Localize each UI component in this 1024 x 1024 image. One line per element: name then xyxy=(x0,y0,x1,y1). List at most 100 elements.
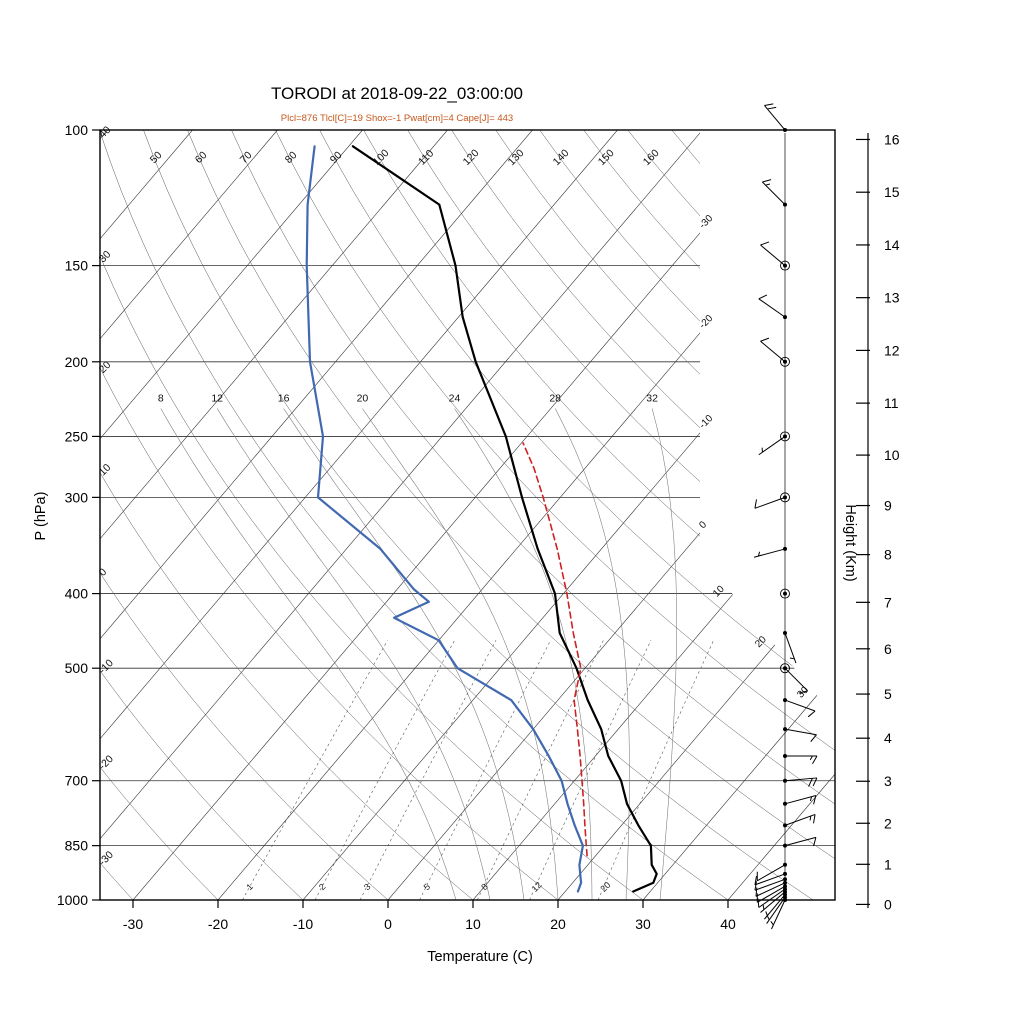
dry-adiabat-line xyxy=(100,130,580,900)
height-tick-label: 7 xyxy=(884,594,892,610)
wind-level-circle xyxy=(780,431,790,442)
height-tick-label: 14 xyxy=(884,237,900,253)
mixing-ratio-label: 1 xyxy=(244,882,255,893)
barb-full xyxy=(760,337,770,342)
barb-full xyxy=(807,710,816,718)
moist-adiabat-label: 16 xyxy=(278,393,290,405)
barb-full xyxy=(813,795,817,805)
wind-barb xyxy=(783,698,816,718)
mixing-ratio-label: 3 xyxy=(362,882,373,893)
isotherm-line xyxy=(217,130,835,900)
dry-adiabat-label: 80 xyxy=(283,149,300,166)
barb-full xyxy=(813,837,817,847)
moist-adiabat-label: 12 xyxy=(211,393,223,405)
pressure-tick-label: 300 xyxy=(65,489,89,505)
wind-barb xyxy=(756,884,787,903)
barb-staff xyxy=(784,777,817,782)
isotherm-line xyxy=(100,130,533,900)
moist-adiabat-label: 32 xyxy=(646,393,658,405)
barb-staff xyxy=(784,699,816,712)
isotherm-label: -20 xyxy=(697,313,715,331)
temperature-tick-label: -30 xyxy=(123,916,143,932)
dry-adiabat-line xyxy=(100,130,752,900)
height-tick-label: 6 xyxy=(884,641,892,657)
barb-staff xyxy=(754,878,786,891)
barb-staff xyxy=(758,298,786,318)
dry-adiabat-line xyxy=(209,130,835,900)
barb-half xyxy=(770,920,774,926)
barb-full xyxy=(767,106,777,110)
pressure-tick-label: 400 xyxy=(65,586,89,602)
isotherm-line xyxy=(100,130,618,900)
barb-staff xyxy=(764,894,786,920)
isotherm-line xyxy=(100,130,278,900)
barb-staff xyxy=(760,891,786,913)
barb-full xyxy=(764,103,774,106)
pressure-tick-label: 700 xyxy=(65,773,89,789)
barb-staff xyxy=(784,632,797,664)
barb-staff xyxy=(784,667,808,692)
mixing-ratio-label: 12 xyxy=(530,880,544,894)
wind-barb xyxy=(783,836,817,848)
plot-frame xyxy=(99,129,836,901)
dry-adiabat-line xyxy=(513,130,835,900)
isotherm-line xyxy=(302,130,835,900)
dry-adiabat-label: 130 xyxy=(506,147,527,168)
height-tick-label: 1 xyxy=(884,856,892,872)
temperature-tick-label: 0 xyxy=(384,916,392,932)
barb-full xyxy=(758,294,768,300)
barb-full xyxy=(813,814,816,824)
mixing-ratio-label: 5 xyxy=(422,882,433,893)
wind-level-circle xyxy=(780,260,790,271)
isotherm-line xyxy=(100,130,108,900)
barb-staff xyxy=(784,836,817,847)
wind-barb xyxy=(764,103,787,132)
dry-adiabat-line xyxy=(171,130,835,900)
wind-barb xyxy=(783,727,817,742)
isotherm-label: -30 xyxy=(697,213,715,231)
height-tick-label: 0 xyxy=(884,896,892,912)
dry-adiabat-line xyxy=(285,130,835,900)
barb-half xyxy=(809,755,813,761)
barb-staff xyxy=(784,795,817,805)
height-tick-label: 2 xyxy=(884,815,892,831)
height-tick-label: 10 xyxy=(884,447,900,463)
wind-barb xyxy=(758,431,790,456)
height-tick-label: 3 xyxy=(884,773,892,789)
height-tick-label: 5 xyxy=(884,686,892,702)
mixing-ratio-label: 2 xyxy=(317,882,328,893)
pressure-tick-label: 150 xyxy=(65,258,89,274)
wind-barb xyxy=(754,492,790,509)
barb-full xyxy=(808,778,813,787)
mixing-ratio-line xyxy=(597,640,714,900)
wind-barb xyxy=(753,546,787,558)
wind-barb xyxy=(783,795,817,806)
mixing-ratio-line xyxy=(242,640,388,900)
temperature-curve xyxy=(351,145,658,893)
wind-level-circle xyxy=(780,588,790,599)
mixing-ratio-line xyxy=(314,640,455,900)
barb-staff xyxy=(753,548,786,558)
dry-adiabat-line xyxy=(100,130,235,900)
moist-adiabat-line xyxy=(651,408,677,900)
isotherm-line xyxy=(642,130,835,900)
dry-adiabat-label: 70 xyxy=(238,149,255,166)
wind-barb xyxy=(760,889,787,913)
barb-full xyxy=(757,898,760,908)
barb-staff xyxy=(758,436,786,456)
barb-staff xyxy=(764,105,786,131)
isotherm-line xyxy=(472,130,835,900)
barb-staff xyxy=(760,244,786,266)
barb-staff xyxy=(784,813,816,826)
barb-staff xyxy=(762,181,786,205)
dry-adiabat-line xyxy=(100,130,666,900)
isotherm-line xyxy=(100,130,703,900)
barb-staff xyxy=(754,873,786,886)
barb-full xyxy=(755,887,758,897)
isotherm-label: 20 xyxy=(753,634,769,650)
isotherm-line xyxy=(100,130,363,900)
barb-staff xyxy=(766,897,786,924)
dry-adiabat-label: 60 xyxy=(193,149,210,166)
dry-adiabat-line xyxy=(133,130,835,900)
